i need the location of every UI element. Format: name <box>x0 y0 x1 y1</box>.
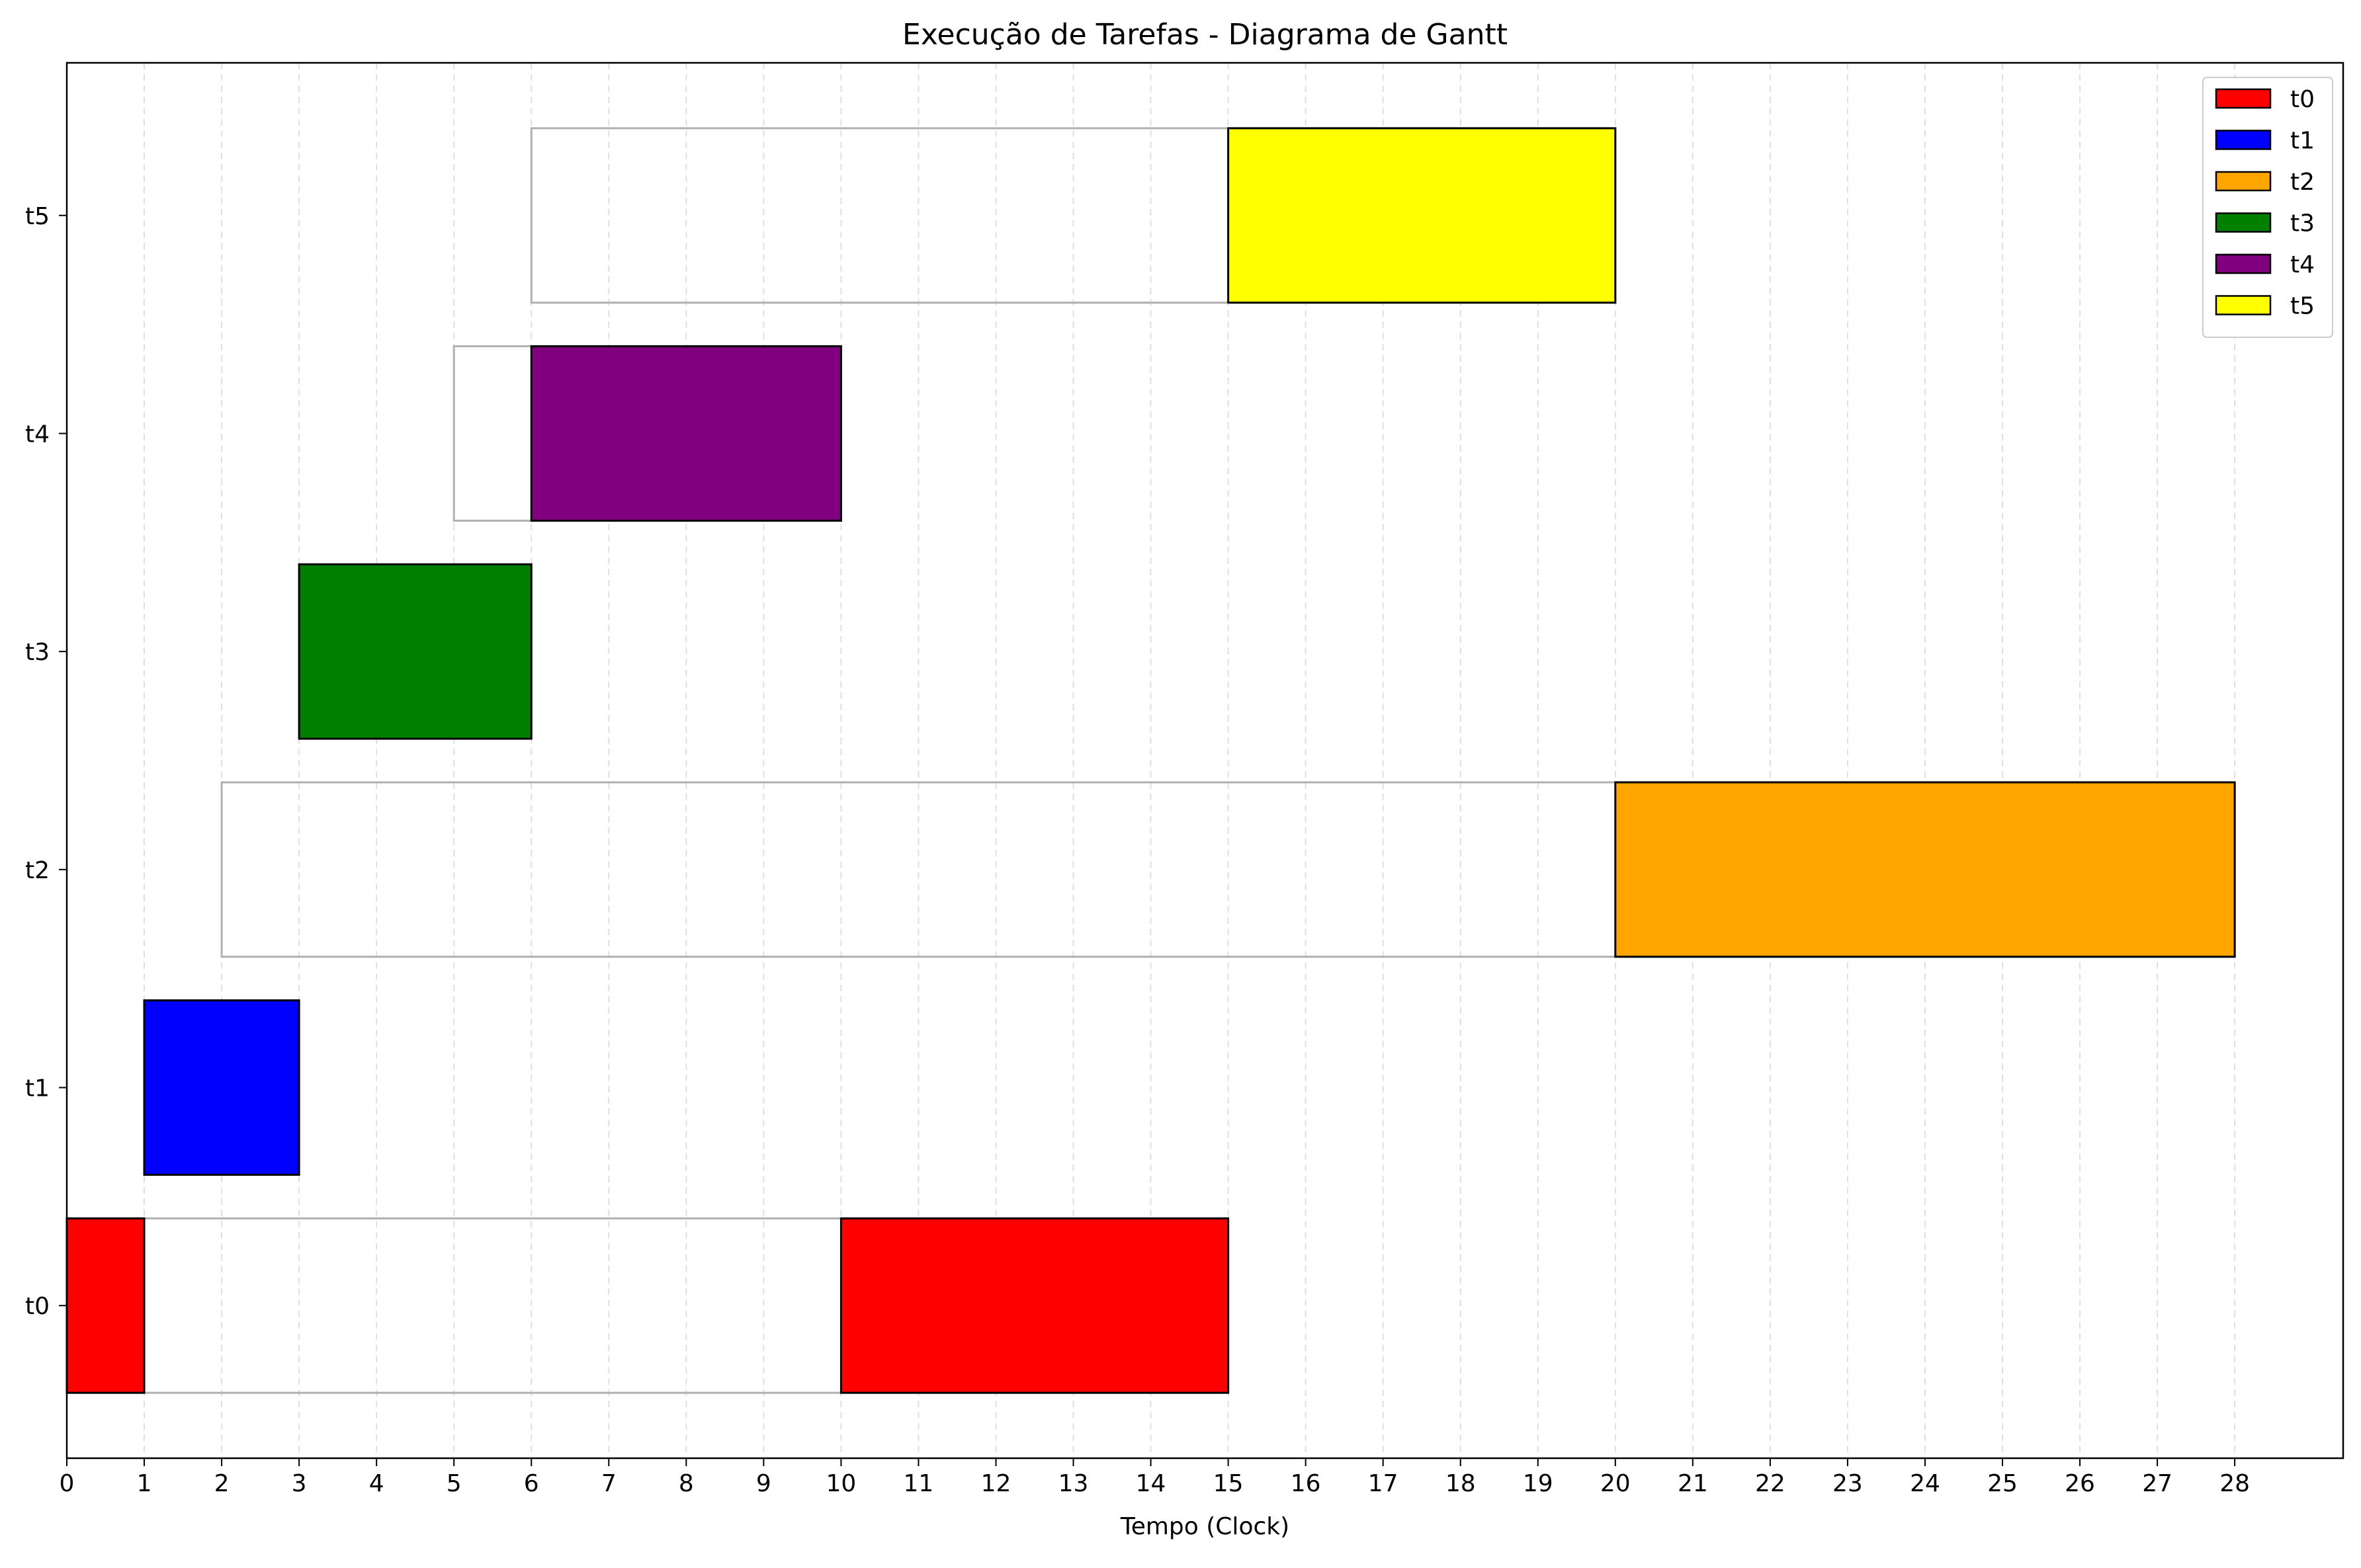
legend-swatch-t0 <box>2215 88 2272 109</box>
legend: t0 t1 t2 t3 t4 t5 <box>2202 77 2333 338</box>
y-tick-label: t3 <box>25 639 50 666</box>
x-tick-label: 3 <box>292 1470 307 1497</box>
y-tick-label: t4 <box>25 421 50 448</box>
execution-bar-t1 <box>143 999 300 1176</box>
legend-label-t4: t4 <box>2290 251 2315 278</box>
legend-swatch-t1 <box>2215 130 2272 150</box>
legend-label-t2: t2 <box>2290 169 2315 196</box>
x-tick-label: 19 <box>1523 1470 1553 1497</box>
plot-frame <box>65 62 2344 1460</box>
x-tick-label: 15 <box>1213 1470 1244 1497</box>
legend-label-t3: t3 <box>2290 210 2315 237</box>
execution-bar-t4 <box>530 345 842 522</box>
x-tick-label: 16 <box>1291 1470 1321 1497</box>
x-tick-label: 26 <box>2065 1470 2095 1497</box>
x-tick-label: 27 <box>2142 1470 2172 1497</box>
x-tick-label: 17 <box>1368 1470 1398 1497</box>
x-tick-label: 7 <box>601 1470 617 1497</box>
x-tick-label: 5 <box>447 1470 462 1497</box>
x-tick-label: 0 <box>60 1470 75 1497</box>
legend-swatch-t3 <box>2215 212 2272 233</box>
x-tick-label: 24 <box>1910 1470 1940 1497</box>
x-tick-label: 10 <box>826 1470 857 1497</box>
x-tick-label: 28 <box>2219 1470 2250 1497</box>
execution-bar-t0 <box>65 1217 146 1394</box>
x-axis-label: Tempo (Clock) <box>1120 1513 1289 1540</box>
x-tick-label: 2 <box>214 1470 230 1497</box>
x-tick-label: 14 <box>1136 1470 1166 1497</box>
x-tick-label: 6 <box>524 1470 539 1497</box>
x-tick-label: 9 <box>756 1470 771 1497</box>
y-tick-label: t2 <box>25 857 50 884</box>
x-tick-label: 21 <box>1678 1470 1708 1497</box>
y-tick-label: t5 <box>25 203 50 230</box>
y-tick-label: t1 <box>25 1075 50 1102</box>
legend-swatch-t4 <box>2215 253 2272 274</box>
bars-layer <box>65 127 2236 1394</box>
chart-title: Execução de Tarefas - Diagrama de Gantt <box>902 18 1508 52</box>
legend-swatch-t2 <box>2215 171 2272 192</box>
x-tick-label: 22 <box>1755 1470 1785 1497</box>
execution-bar-t2 <box>1614 781 2236 958</box>
y-tick-label: t0 <box>25 1293 50 1320</box>
x-tick-label: 23 <box>1832 1470 1863 1497</box>
legend-label-t0: t0 <box>2290 86 2315 113</box>
x-tick-label: 13 <box>1058 1470 1089 1497</box>
legend-swatch-t5 <box>2215 295 2272 315</box>
legend-label-t5: t5 <box>2290 293 2315 320</box>
x-tick-label: 25 <box>1987 1470 2018 1497</box>
execution-bar-t0 <box>839 1217 1230 1394</box>
execution-bar-t5 <box>1227 127 1617 304</box>
x-tick-label: 12 <box>981 1470 1011 1497</box>
x-tick-label: 4 <box>369 1470 384 1497</box>
x-tick-label: 8 <box>679 1470 694 1497</box>
x-tick-label: 20 <box>1600 1470 1631 1497</box>
x-tick-label: 11 <box>904 1470 934 1497</box>
x-tick-label: 1 <box>137 1470 152 1497</box>
x-tick-label: 18 <box>1445 1470 1476 1497</box>
legend-label-t1: t1 <box>2290 128 2315 155</box>
execution-bar-t3 <box>298 563 533 740</box>
ticks-layer: 0 1 2 3 4 5 6 7 8 9 10 11 12 13 14 15 16 17 18 19 20 21 22 23 24… <box>25 203 2250 1497</box>
